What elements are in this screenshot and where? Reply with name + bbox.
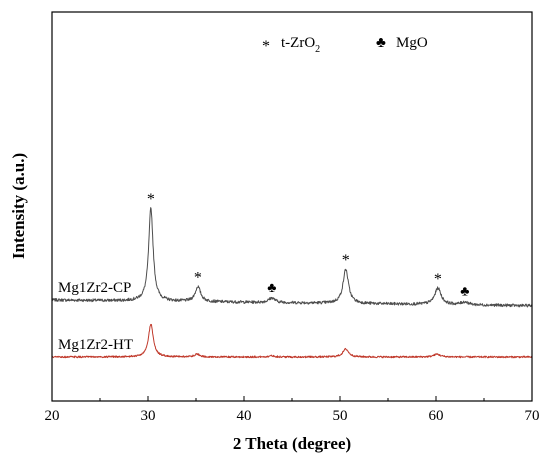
peak-annotation-3: ♣ (267, 281, 276, 296)
x-tick-label-40: 40 (237, 408, 252, 424)
x-tick-label-30: 30 (141, 408, 156, 424)
x-ticks: 20 30 40 50 60 70 (45, 396, 540, 424)
series-mg1zr2-ht-line (51, 323, 533, 359)
series-mg1zr2-cp-line (51, 207, 533, 308)
x-tick-label-70: 70 (525, 408, 540, 424)
peak-annotation-4: * (342, 252, 350, 269)
x-tick-label-50: 50 (333, 408, 348, 424)
y-axis-title: Intensity (a.u.) (9, 153, 28, 259)
series-layer (51, 207, 533, 359)
legend-label-zro2-subscript: 2 (315, 44, 320, 55)
peak-annotation-6: ♣ (460, 285, 469, 300)
curve-label-mg1zr2-cp: Mg1Zr2-CP (58, 280, 131, 296)
peak-annotation-5: * (434, 271, 442, 288)
plot-frame (51, 11, 533, 402)
peak-annotation-2: * (194, 270, 202, 287)
curve-label-mg1zr2-ht: Mg1Zr2-HT (58, 337, 133, 353)
legend-symbol-zro2: * (262, 38, 270, 55)
curve-labels: Mg1Zr2-CP Mg1Zr2-HT (58, 280, 133, 353)
peak-annotation-1: * (147, 191, 155, 208)
legend-label-zro2: t-ZrO2 (281, 35, 320, 55)
legend-label-mgo: MgO (396, 35, 428, 51)
legend-symbol-mgo: ♣ (376, 35, 386, 51)
x-axis-title: 2 Theta (degree) (233, 434, 351, 453)
legend: * t-ZrO2 ♣ MgO (262, 35, 428, 55)
x-tick-label-20: 20 (45, 408, 60, 424)
peak-annotations: * * ♣ * * ♣ (147, 191, 469, 300)
x-tick-label-60: 60 (429, 408, 444, 424)
